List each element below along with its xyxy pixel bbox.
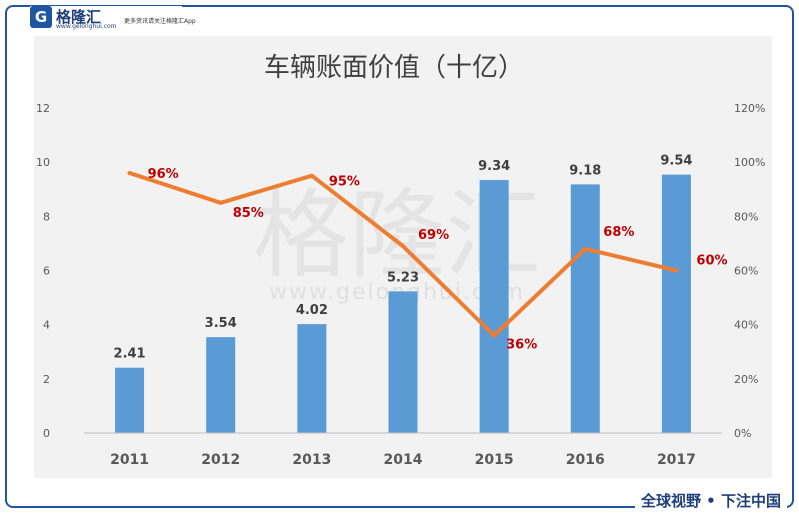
bar-value-label-2016: 9.18 (569, 163, 601, 178)
footer-slogan: 全球视野 • 下注中国 (634, 491, 787, 511)
line-point-2015 (492, 333, 497, 338)
line-point-2016 (583, 246, 588, 251)
x-tick-label-2014: 2014 (384, 452, 423, 468)
line-point-2014 (401, 244, 405, 249)
y-left-tick-label: 12 (36, 102, 50, 115)
line-point-2017 (674, 268, 679, 273)
line-value-label-2014: 69% (418, 228, 449, 243)
brand-name: 格隆汇 (56, 8, 102, 26)
line-value-label-2017: 60% (696, 254, 727, 269)
bar-2013 (297, 324, 327, 433)
brand-block: G 格隆汇 www.gelonghui.com 更多资讯请关注格隆汇App (30, 6, 196, 30)
line-point-2012 (218, 200, 223, 205)
brand-domain: www.gelonghui.com (56, 23, 117, 30)
line-value-label-2015: 36% (506, 338, 537, 353)
line-point-2011 (127, 171, 132, 175)
brand-tagline: 更多资讯请关注格隆汇App (124, 18, 196, 25)
x-tick-label-2013: 2013 (292, 452, 331, 468)
bar-value-label-2014: 5.23 (387, 270, 419, 285)
y-left-tick-label: 2 (43, 373, 50, 386)
line-value-label-2012: 85% (233, 206, 264, 221)
chart-svg: 格隆汇 www.gelonghui.com 车辆账面价值（十亿） 2.413.5… (36, 53, 765, 468)
bar-value-label-2017: 9.54 (660, 154, 692, 169)
x-tick-label-2015: 2015 (475, 452, 514, 468)
y-left-tick-label: 4 (43, 319, 50, 332)
bar-2015 (479, 180, 509, 433)
bar-2011 (115, 367, 145, 433)
x-tick-label-2012: 2012 (201, 452, 240, 468)
line-point-2013 (309, 173, 314, 178)
y-right-tick-label: 80% (734, 210, 758, 223)
x-tick-label-2017: 2017 (657, 452, 696, 468)
bar-2014 (388, 291, 418, 433)
y-right-tick-label: 120% (734, 102, 765, 115)
line-value-label-2011: 96% (148, 167, 179, 182)
y-left-tick-label: 0 (43, 427, 50, 440)
bar-2012 (206, 337, 236, 433)
x-tick-label-2011: 2011 (110, 452, 149, 468)
brand-logo-icon: G (30, 6, 52, 28)
bar-2016 (570, 184, 600, 433)
y-right-tick-label: 40% (734, 319, 758, 332)
bar-value-label-2011: 2.41 (114, 347, 146, 362)
chart-panel: 格隆汇 www.gelonghui.com 车辆账面价值（十亿） 2.413.5… (34, 36, 772, 478)
line-layer: 96% 85% 95% 69% 36% 68% 60% (127, 167, 728, 353)
y-right-tick-label: 0% (734, 427, 751, 440)
bars-layer: 2.41 3.54 4.02 5.23 9.34 9.18 9.54 (114, 154, 692, 433)
line-value-label-2016: 68% (603, 225, 634, 240)
y-right-tick-label: 20% (734, 373, 758, 386)
bar-value-label-2013: 4.02 (296, 303, 328, 318)
y-right-tick-label: 100% (734, 156, 765, 169)
y-left-tick-label: 10 (36, 156, 50, 169)
y-right-tick-label: 60% (734, 265, 758, 278)
y-left-tick-label: 8 (43, 210, 50, 223)
bar-value-label-2015: 9.34 (478, 159, 510, 174)
bar-value-label-2012: 3.54 (205, 316, 237, 331)
line-value-label-2013: 95% (329, 175, 360, 190)
bar-2017 (661, 174, 691, 433)
x-tick-label-2016: 2016 (566, 452, 605, 468)
y-left-tick-label: 6 (43, 265, 50, 278)
chart-title: 车辆账面价值（十亿） (264, 53, 524, 83)
